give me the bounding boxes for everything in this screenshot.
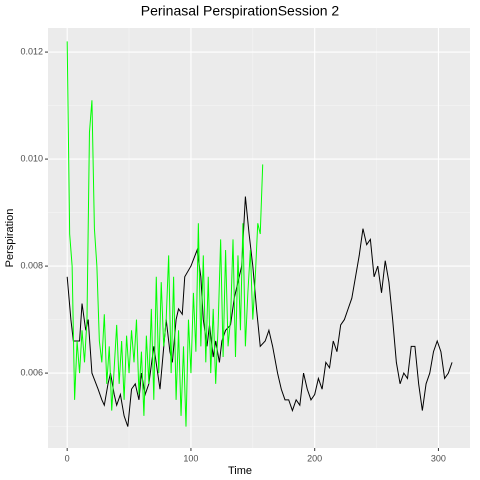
x-tick-label: 300 — [431, 453, 446, 463]
y-tick-label: 0.006 — [20, 367, 43, 377]
chart-title: Perinasal PerspirationSession 2 — [141, 3, 340, 19]
series-line — [66, 41, 264, 427]
y-tick-label: 0.012 — [20, 46, 43, 56]
series-line — [66, 196, 453, 427]
x-tick-label: 100 — [183, 453, 198, 463]
plot-panel — [48, 28, 470, 448]
x-tick-label: 0 — [65, 453, 70, 463]
x-axis-title: Time — [228, 465, 252, 477]
y-tick-label: 0.010 — [20, 153, 43, 163]
y-axis-title: Perspiration — [4, 209, 16, 268]
y-tick-label: 0.008 — [20, 260, 43, 270]
x-tick-label: 200 — [307, 453, 322, 463]
